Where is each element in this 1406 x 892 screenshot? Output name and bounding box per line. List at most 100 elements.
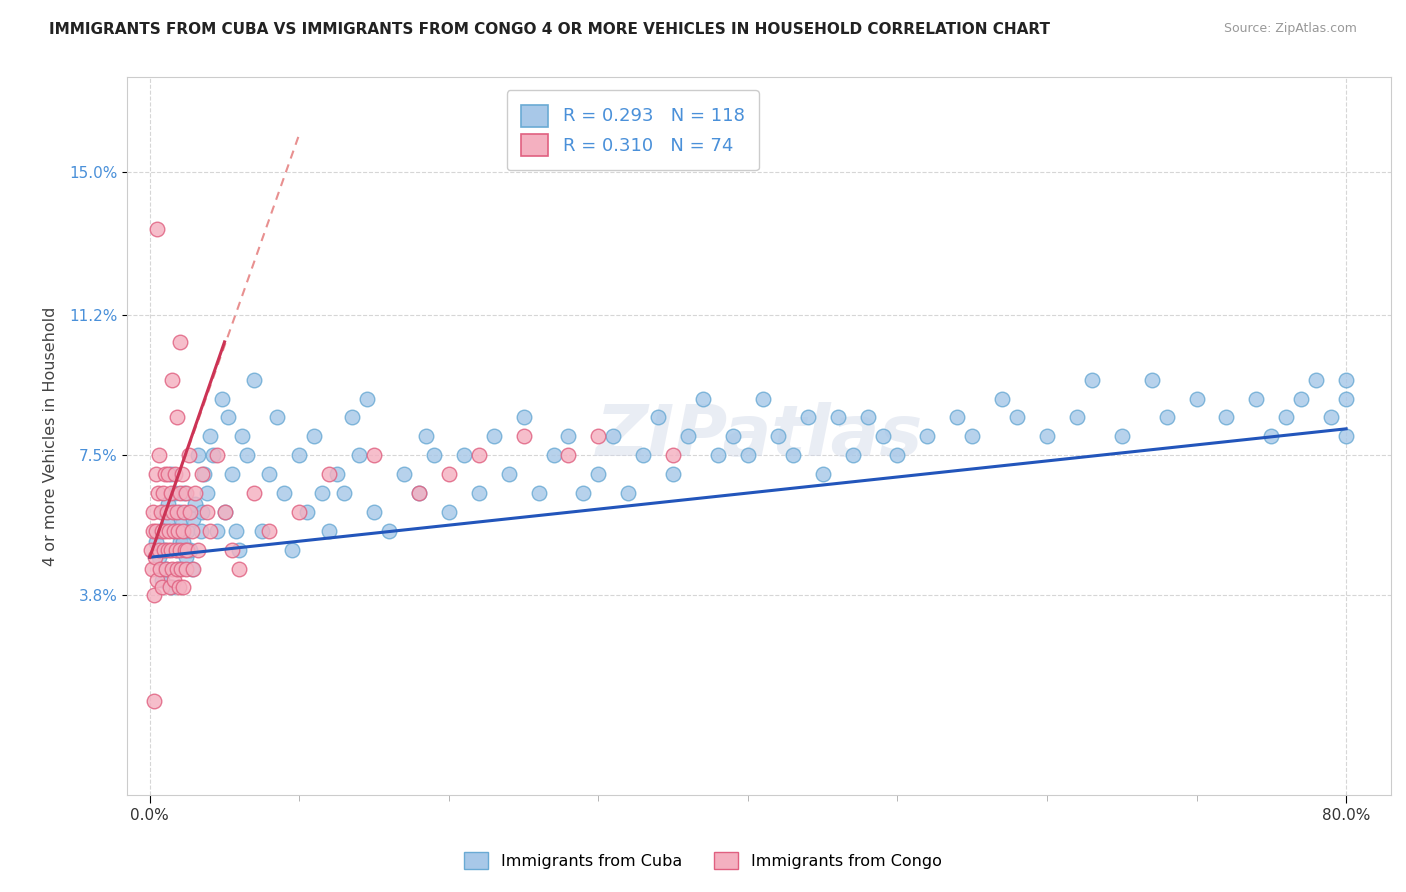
Point	[191, 467, 214, 482]
Point	[304, 429, 326, 443]
Legend: Immigrants from Cuba, Immigrants from Congo: Immigrants from Cuba, Immigrants from Co…	[458, 846, 948, 875]
Point	[1005, 410, 1028, 425]
Point	[692, 392, 714, 406]
Point	[169, 542, 191, 557]
Point	[187, 448, 209, 462]
Point	[143, 550, 166, 565]
Point	[160, 561, 183, 575]
Point	[557, 448, 579, 462]
Point	[191, 505, 214, 519]
Text: Source: ZipAtlas.com: Source: ZipAtlas.com	[1223, 22, 1357, 36]
Point	[174, 561, 197, 575]
Point	[177, 448, 200, 462]
Point	[172, 581, 194, 595]
Point	[163, 524, 186, 538]
Point	[347, 448, 370, 462]
Point	[991, 392, 1014, 406]
Point	[588, 429, 610, 443]
Point	[259, 524, 281, 538]
Point	[190, 524, 212, 538]
Point	[167, 524, 190, 538]
Point	[1036, 429, 1059, 443]
Point	[176, 524, 198, 538]
Point	[782, 448, 804, 462]
Point	[1334, 373, 1357, 387]
Point	[152, 505, 174, 519]
Point	[146, 573, 169, 587]
Y-axis label: 4 or more Vehicles in Household: 4 or more Vehicles in Household	[44, 307, 58, 566]
Point	[453, 448, 475, 462]
Point	[165, 542, 187, 557]
Point	[1275, 410, 1298, 425]
Point	[183, 486, 205, 500]
Point	[170, 467, 193, 482]
Point	[214, 505, 236, 519]
Point	[1081, 373, 1104, 387]
Point	[1185, 392, 1208, 406]
Point	[177, 505, 200, 519]
Point	[181, 561, 204, 575]
Point	[1291, 392, 1313, 406]
Point	[340, 410, 363, 425]
Point	[841, 448, 863, 462]
Point	[217, 410, 239, 425]
Point	[946, 410, 969, 425]
Point	[141, 542, 163, 557]
Point	[281, 542, 304, 557]
Point	[153, 542, 176, 557]
Point	[231, 429, 253, 443]
Point	[142, 505, 165, 519]
Point	[468, 486, 491, 500]
Point	[633, 448, 655, 462]
Text: ZIPatlas: ZIPatlas	[596, 402, 922, 471]
Point	[325, 467, 347, 482]
Point	[141, 561, 163, 575]
Point	[662, 467, 685, 482]
Point	[962, 429, 984, 443]
Point	[195, 486, 218, 500]
Point	[1215, 410, 1237, 425]
Point	[707, 448, 730, 462]
Point	[250, 524, 273, 538]
Point	[1334, 392, 1357, 406]
Point	[149, 505, 172, 519]
Point	[156, 497, 179, 511]
Point	[143, 694, 166, 708]
Point	[311, 486, 333, 500]
Point	[174, 542, 197, 557]
Point	[917, 429, 939, 443]
Point	[662, 448, 685, 462]
Point	[179, 505, 201, 519]
Point	[1305, 373, 1327, 387]
Point	[617, 486, 640, 500]
Text: IMMIGRANTS FROM CUBA VS IMMIGRANTS FROM CONGO 4 OR MORE VEHICLES IN HOUSEHOLD CO: IMMIGRANTS FROM CUBA VS IMMIGRANTS FROM …	[49, 22, 1050, 37]
Point	[173, 505, 195, 519]
Point	[437, 505, 460, 519]
Point	[149, 561, 172, 575]
Point	[221, 542, 243, 557]
Point	[167, 581, 190, 595]
Point	[766, 429, 789, 443]
Point	[201, 448, 224, 462]
Point	[145, 524, 167, 538]
Point	[752, 392, 775, 406]
Point	[886, 448, 908, 462]
Point	[468, 448, 491, 462]
Point	[166, 561, 188, 575]
Point	[198, 524, 221, 538]
Point	[872, 429, 894, 443]
Point	[228, 542, 250, 557]
Point	[288, 448, 311, 462]
Point	[148, 550, 170, 565]
Point	[198, 429, 221, 443]
Point	[180, 524, 202, 538]
Point	[221, 467, 243, 482]
Point	[1156, 410, 1178, 425]
Point	[378, 524, 401, 538]
Point	[155, 524, 177, 538]
Point	[243, 373, 266, 387]
Point	[482, 429, 505, 443]
Legend: R = 0.293   N = 118, R = 0.310   N = 74: R = 0.293 N = 118, R = 0.310 N = 74	[506, 90, 759, 170]
Point	[165, 467, 187, 482]
Point	[166, 505, 188, 519]
